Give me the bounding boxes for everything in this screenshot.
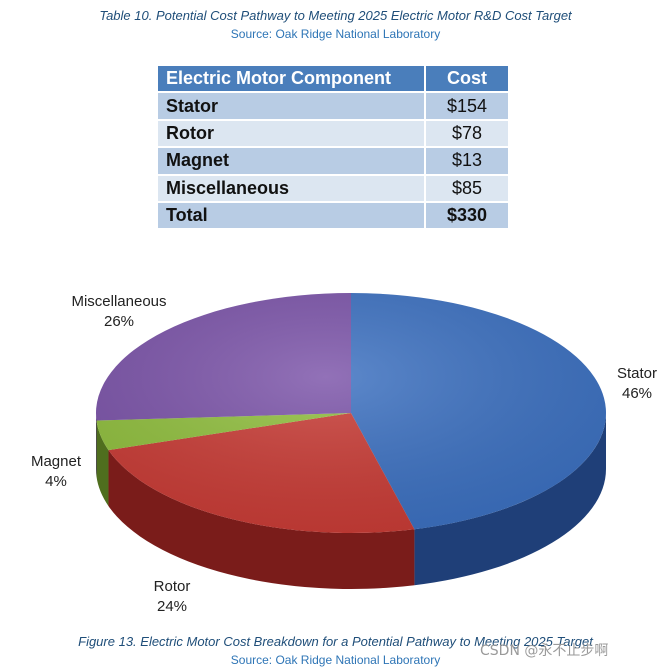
table-source: Source: Oak Ridge National Laboratory xyxy=(230,27,441,41)
row-component: Magnet xyxy=(156,146,426,176)
table-header-row: Electric Motor Component Cost xyxy=(156,63,510,94)
header-component: Electric Motor Component xyxy=(156,63,426,94)
row-cost: $13 xyxy=(424,146,510,176)
watermark: CSDN @永不止步啊 xyxy=(480,643,609,659)
row-component: Stator xyxy=(156,91,426,121)
row-cost: $154 xyxy=(424,91,510,121)
pie-shine xyxy=(96,293,606,533)
header-cost: Cost xyxy=(424,63,510,94)
table-row: Rotor $78 xyxy=(156,118,510,149)
pie-side-rotor xyxy=(108,450,415,590)
pie-label-magnet: Magnet xyxy=(31,453,82,470)
pie-side-stator xyxy=(414,413,606,586)
total-cost: $330 xyxy=(424,200,510,231)
pie-value-stator: 46% xyxy=(622,385,652,402)
pie-label-stator: Stator xyxy=(617,365,657,382)
row-component: Rotor xyxy=(156,118,426,149)
table-row: Magnet $13 xyxy=(156,146,510,176)
table-row: Miscellaneous $85 xyxy=(156,173,510,203)
cost-table: Electric Motor Component Cost Stator $15… xyxy=(156,63,510,231)
row-component: Miscellaneous xyxy=(156,173,426,203)
pie-side-miscellaneous xyxy=(96,413,97,477)
pie-value-magnet: 4% xyxy=(45,473,67,490)
row-cost: $85 xyxy=(424,173,510,203)
table-caption: Table 10. Potential Cost Pathway to Meet… xyxy=(99,8,572,23)
pie-value-miscellaneous: 26% xyxy=(104,313,134,330)
table-row: Stator $154 xyxy=(156,91,510,121)
pie-value-rotor: 24% xyxy=(157,598,187,615)
total-label: Total xyxy=(156,200,426,231)
table-total-row: Total $330 xyxy=(156,200,510,231)
pie-label-miscellaneous: Miscellaneous xyxy=(71,293,166,310)
row-cost: $78 xyxy=(424,118,510,149)
figure-caption: Figure 13. Electric Motor Cost Breakdown… xyxy=(78,634,593,649)
pie-label-rotor: Rotor xyxy=(154,578,191,595)
figure-source: Source: Oak Ridge National Laboratory xyxy=(230,653,441,667)
pie-side-magnet xyxy=(96,420,109,507)
